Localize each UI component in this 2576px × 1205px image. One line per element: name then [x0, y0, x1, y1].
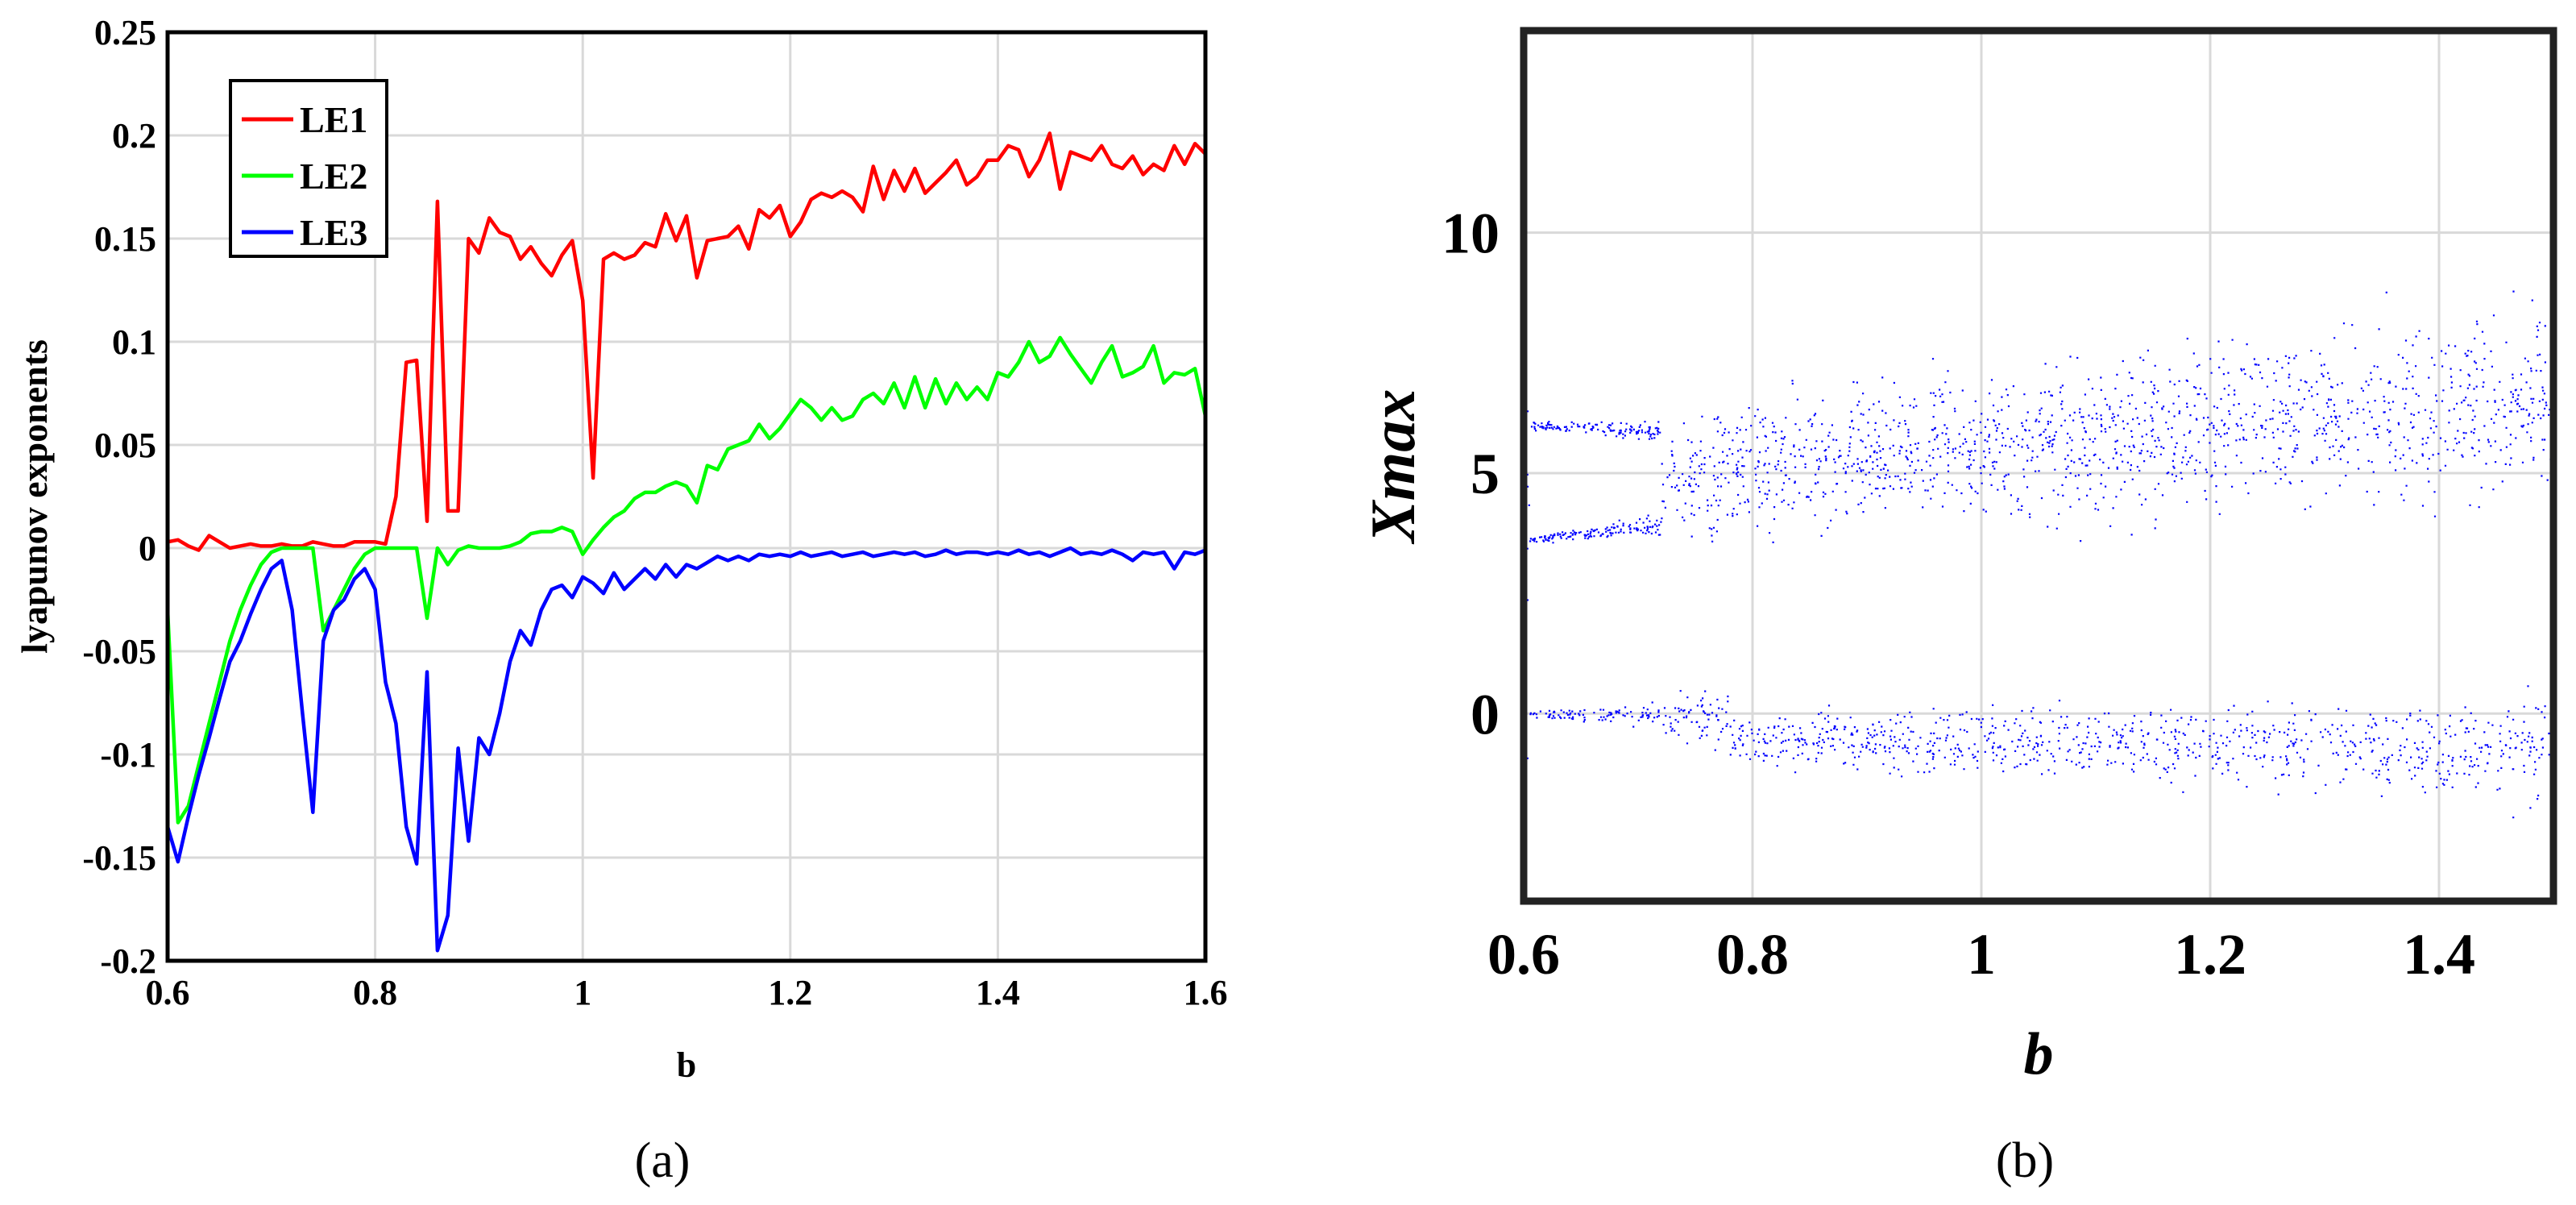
a-x-tick: 1.4 [976, 973, 1020, 1012]
a-y-tick-labels: -0.2 -0.15 -0.1 -0.05 0 0.05 0.1 0.15 0.2 0.25 [82, 13, 156, 981]
a-x-tick: 1 [574, 973, 591, 1012]
lyapunov-exponent-chart: 0.6 0.8 1 1.2 1.4 1.6 -0.2 -0.15 -0.1 -0.05 0 0.05… [14, 13, 1228, 1188]
a-x-tick: 1.6 [1184, 973, 1228, 1012]
a-x-axis-label: b [677, 1045, 696, 1085]
b-plot-frame [1520, 27, 2557, 905]
a-caption: (a) [635, 1133, 691, 1188]
a-y-tick: 0.2 [112, 116, 156, 156]
b-scatter-dots [1524, 290, 2555, 819]
a-y-axis-label: lyapunov exponents [14, 339, 55, 654]
a-y-tick: 0 [139, 529, 156, 568]
a-series-le3 [165, 546, 1206, 953]
b-caption: (b) [1996, 1133, 2054, 1188]
a-x-tick: 0.6 [146, 973, 190, 1012]
a-x-tick: 0.8 [353, 973, 397, 1012]
a-legend: LE1 LE2 LE3 [229, 79, 388, 258]
b-y-tick: 0 [1471, 682, 1500, 746]
b-y-tick: 10 [1441, 202, 1500, 266]
a-series-lines [165, 131, 1208, 953]
b-x-tick: 1.2 [2174, 922, 2246, 987]
a-plot-frame [165, 30, 1208, 963]
a-y-tick: -0.05 [82, 632, 156, 671]
b-x-tick: 0.8 [1716, 922, 1789, 987]
a-y-tick: -0.2 [100, 941, 156, 981]
b-y-tick-labels: 0 5 10 [1441, 202, 1500, 747]
b-y-tick: 5 [1471, 442, 1500, 506]
a-series-le2 [165, 335, 1208, 825]
b-y-axis-label: Xmax [1358, 389, 1428, 545]
b-scatter-points [1524, 290, 2555, 819]
b-x-tick: 1 [1967, 922, 1996, 987]
a-legend-box [229, 79, 388, 258]
a-y-tick: 0.1 [112, 322, 156, 362]
a-legend-label: LE3 [300, 212, 367, 253]
a-legend-label: LE1 [300, 99, 367, 140]
b-x-tick-labels: 0.6 0.8 1 1.2 1.4 [1487, 922, 2475, 987]
a-y-tick: 0.05 [94, 426, 156, 465]
b-x-axis-label: b [2024, 1021, 2054, 1087]
a-x-tick-labels: 0.6 0.8 1 1.2 1.4 1.6 [146, 973, 1228, 1012]
bifurcation-diagram: 0.6 0.8 1 1.2 1.4 0 5 10 b Xmax (b) [1358, 27, 2557, 1188]
b-grid [1522, 31, 2553, 901]
b-x-tick: 0.6 [1487, 922, 1560, 987]
a-y-tick: -0.15 [82, 838, 156, 878]
a-y-tick: 0.15 [94, 219, 156, 259]
a-x-tick: 1.2 [768, 973, 812, 1012]
a-series-le1 [167, 131, 1207, 552]
a-legend-label: LE2 [300, 156, 367, 197]
a-y-tick: -0.1 [100, 735, 156, 775]
b-x-tick: 1.4 [2403, 922, 2475, 987]
a-y-tick: 0.25 [94, 13, 156, 52]
